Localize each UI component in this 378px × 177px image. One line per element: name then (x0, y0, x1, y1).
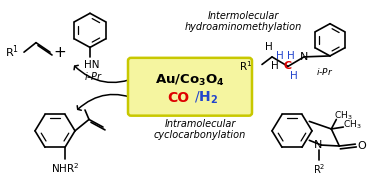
Text: CH$_3$: CH$_3$ (343, 119, 362, 131)
Text: $/\mathbf{H_2}$: $/\mathbf{H_2}$ (194, 90, 218, 106)
Text: R$^1$: R$^1$ (239, 59, 252, 73)
Text: cyclocarbonylation: cyclocarbonylation (154, 130, 246, 140)
Text: CH$_3$: CH$_3$ (334, 109, 353, 122)
Text: Intermolecular: Intermolecular (207, 11, 279, 21)
Text: N: N (300, 52, 308, 62)
Text: C: C (284, 61, 292, 71)
Text: R$^1$: R$^1$ (5, 44, 19, 61)
Text: H: H (290, 71, 298, 81)
Text: R$^2$: R$^2$ (313, 162, 325, 176)
Text: $i$-Pr: $i$-Pr (84, 70, 102, 82)
Text: $i$-Pr: $i$-Pr (316, 66, 333, 77)
Text: NHR$^2$: NHR$^2$ (51, 161, 79, 175)
Text: H: H (271, 61, 279, 71)
Text: H: H (276, 51, 284, 61)
Text: CO: CO (167, 91, 189, 105)
Text: N: N (314, 140, 322, 150)
Text: Intramolecular: Intramolecular (164, 119, 236, 129)
Text: H: H (265, 42, 273, 52)
Text: hydroaminomethylation: hydroaminomethylation (184, 22, 302, 32)
Text: +: + (54, 45, 67, 60)
Text: O: O (357, 141, 366, 151)
FancyBboxPatch shape (128, 58, 252, 116)
Text: $\mathbf{Au/Co_3O_4}$: $\mathbf{Au/Co_3O_4}$ (155, 73, 225, 88)
Text: H: H (287, 51, 295, 61)
Text: HN: HN (84, 60, 99, 70)
